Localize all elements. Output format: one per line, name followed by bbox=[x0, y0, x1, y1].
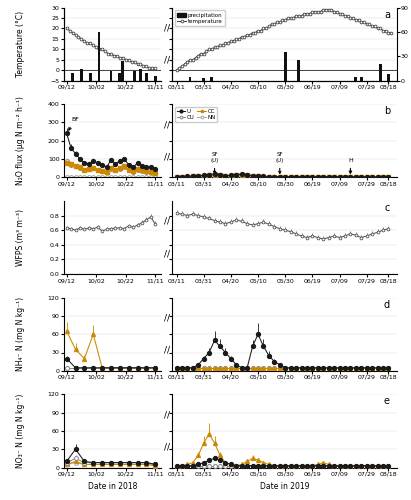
Text: //: // bbox=[164, 217, 170, 226]
Text: //: // bbox=[164, 249, 170, 258]
Bar bbox=[298, 60, 300, 80]
Text: d: d bbox=[384, 300, 390, 310]
Bar bbox=[284, 52, 286, 80]
Y-axis label: N₂O flux (μg N m⁻² h⁻¹): N₂O flux (μg N m⁻² h⁻¹) bbox=[16, 96, 25, 185]
Bar bbox=[387, 74, 390, 80]
Bar bbox=[210, 76, 213, 80]
Text: SF
(U): SF (U) bbox=[276, 152, 284, 174]
Text: //: // bbox=[164, 346, 170, 355]
Bar bbox=[355, 76, 357, 80]
Text: //: // bbox=[164, 314, 170, 322]
Text: //: // bbox=[164, 152, 170, 162]
Text: BF: BF bbox=[69, 118, 79, 130]
Bar bbox=[118, 74, 121, 80]
Text: //: // bbox=[164, 410, 170, 420]
Text: //: // bbox=[164, 120, 170, 129]
Bar bbox=[89, 74, 92, 80]
Bar bbox=[98, 32, 100, 80]
Legend: U, CU, CC, NN: U, CU, CC, NN bbox=[175, 107, 217, 122]
Bar bbox=[379, 64, 382, 80]
Y-axis label: NO₃⁻ N (mg N kg⁻¹): NO₃⁻ N (mg N kg⁻¹) bbox=[16, 394, 25, 468]
Y-axis label: WFPS (m³ m⁻³): WFPS (m³ m⁻³) bbox=[16, 209, 25, 266]
Y-axis label: Temperature (°C): Temperature (°C) bbox=[16, 11, 25, 77]
Y-axis label: NH₄⁻ N (mg N kg⁻¹): NH₄⁻ N (mg N kg⁻¹) bbox=[16, 297, 25, 372]
X-axis label: Date in 2018: Date in 2018 bbox=[88, 482, 137, 491]
Text: SF
(U): SF (U) bbox=[210, 152, 219, 174]
Bar bbox=[121, 61, 124, 80]
Text: a: a bbox=[384, 10, 390, 20]
Bar bbox=[189, 78, 192, 80]
Bar bbox=[145, 74, 148, 80]
Text: //: // bbox=[164, 56, 170, 64]
Text: //: // bbox=[164, 442, 170, 452]
Text: H: H bbox=[348, 158, 353, 174]
Text: //: // bbox=[164, 24, 170, 32]
Bar bbox=[80, 68, 83, 80]
Text: b: b bbox=[383, 106, 390, 117]
Bar bbox=[360, 76, 363, 80]
Bar bbox=[133, 71, 136, 81]
Bar bbox=[154, 76, 157, 80]
Bar bbox=[202, 78, 205, 80]
Text: e: e bbox=[384, 396, 390, 406]
Legend: precipitation, temperature: precipitation, temperature bbox=[175, 10, 225, 26]
Bar bbox=[71, 74, 74, 80]
Text: c: c bbox=[385, 203, 390, 213]
Bar bbox=[110, 71, 112, 81]
Bar bbox=[139, 68, 142, 80]
X-axis label: Date in 2019: Date in 2019 bbox=[260, 482, 309, 491]
